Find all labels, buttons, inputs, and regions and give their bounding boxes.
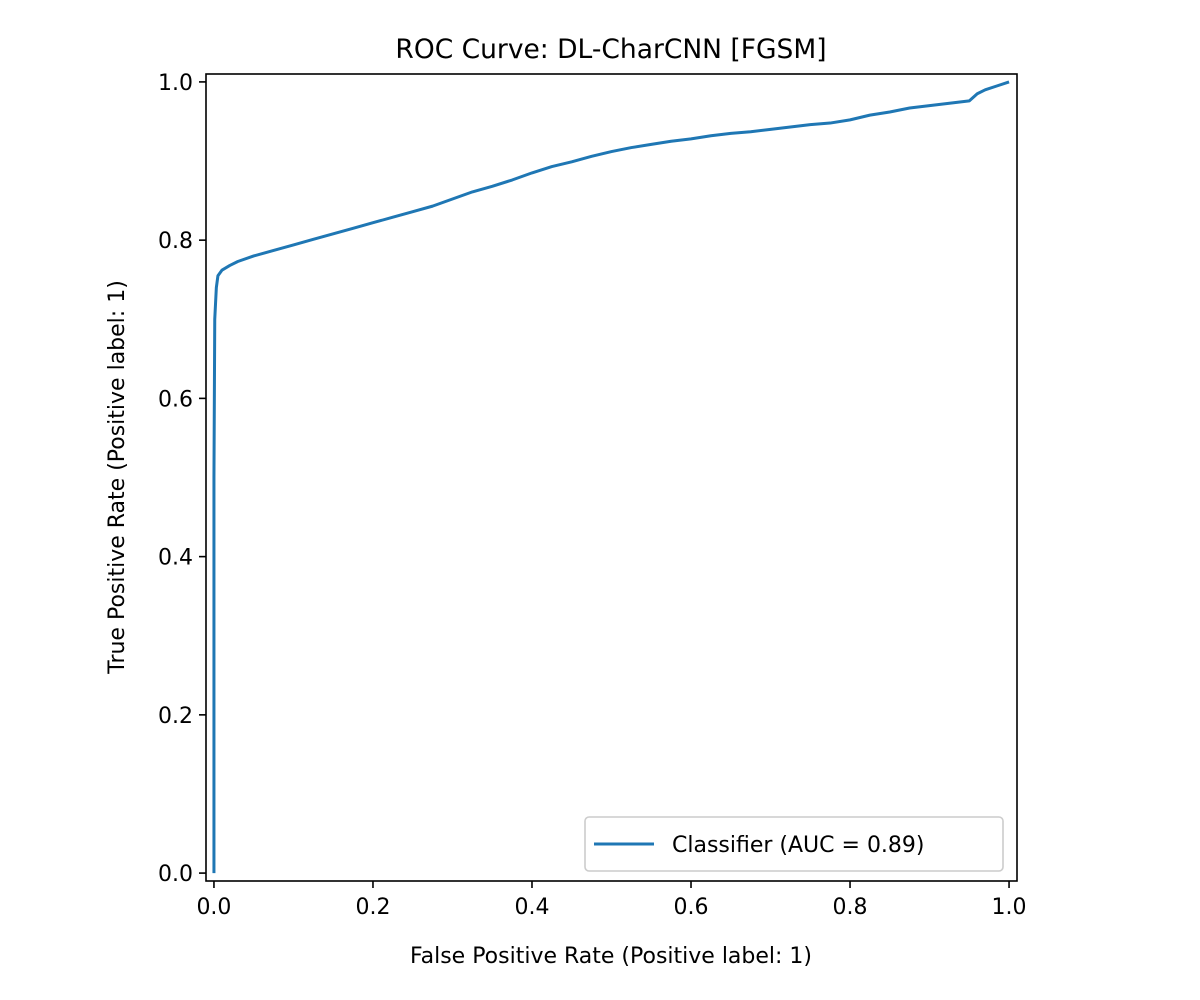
legend: Classifier (AUC = 0.89) xyxy=(584,816,1004,872)
y-tick-label: 0.0 xyxy=(158,862,193,887)
x-tick-label: 0.0 xyxy=(196,895,231,920)
x-axis-label: False Positive Rate (Positive label: 1) xyxy=(410,944,812,969)
y-tick-label: 0.8 xyxy=(158,229,193,254)
y-tick-label: 0.4 xyxy=(158,546,193,571)
legend-box xyxy=(584,816,1004,872)
y-tick-label: 0.2 xyxy=(158,704,193,729)
chart-title: ROC Curve: DL-CharCNN [FGSM] xyxy=(395,34,826,65)
x-tick-label: 0.8 xyxy=(833,895,868,920)
y-tick-label: 0.6 xyxy=(158,387,193,412)
legend-label: Classifier (AUC = 0.89) xyxy=(672,833,925,858)
x-tick-label: 0.2 xyxy=(355,895,390,920)
y-axis-label: True Positive Rate (Positive label: 1) xyxy=(105,280,130,675)
roc-curve-line xyxy=(212,80,1010,874)
y-tick-label: 1.0 xyxy=(158,71,193,96)
axes-frame xyxy=(205,73,1018,882)
x-tick-label: 1.0 xyxy=(992,895,1027,920)
x-tick-label: 0.6 xyxy=(674,895,709,920)
x-axis-ticks: 0.0 0.2 0.4 0.6 0.8 1.0 xyxy=(196,881,1027,920)
x-tick-label: 0.4 xyxy=(514,895,549,920)
y-axis-ticks: 0.0 0.2 0.4 0.6 0.8 1.0 xyxy=(158,71,206,887)
plot-area xyxy=(205,73,1018,882)
